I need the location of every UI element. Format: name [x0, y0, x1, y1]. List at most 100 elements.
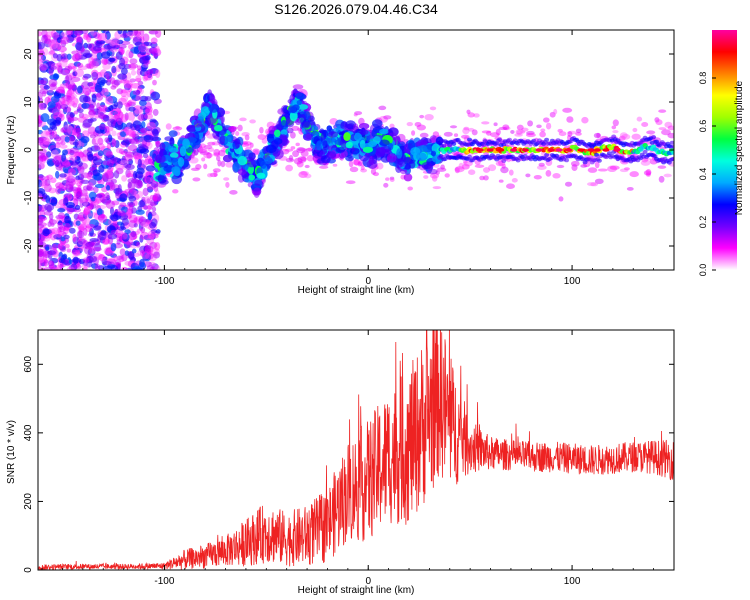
- spectrogram-cell: [77, 65, 88, 71]
- spectrogram-cell: [55, 135, 60, 142]
- spectrogram-cell: [139, 50, 147, 56]
- spectrogram-cell: [84, 205, 93, 213]
- spectrogram-cell: [248, 152, 256, 160]
- spectrogram-cell: [322, 129, 329, 138]
- spectrogram-cell: [108, 105, 114, 111]
- spectrogram-cell: [436, 167, 447, 172]
- spectrogram-cell: [440, 164, 445, 170]
- spectrogram-y-tick-label: 10: [23, 96, 34, 108]
- spectrogram-cell: [42, 228, 50, 237]
- spectrogram-cell: [55, 185, 61, 195]
- spectrogram-cell: [79, 245, 84, 252]
- spectrogram-cell: [93, 186, 99, 194]
- spectrogram-cell: [43, 84, 50, 90]
- spectrogram-cell: [105, 185, 111, 191]
- spectrogram-cell: [127, 30, 133, 36]
- spectrogram-cell: [607, 165, 618, 173]
- spectrogram-cell: [40, 153, 48, 160]
- spectrogram-cell: [74, 152, 85, 158]
- spectrogram-cell: [146, 121, 156, 130]
- spectrogram-cell: [217, 159, 222, 167]
- spectrogram-cell: [609, 165, 620, 170]
- spectrogram-cell: [55, 170, 60, 179]
- spectrogram-cell: [84, 246, 93, 255]
- spectrogram-cell: [147, 213, 152, 221]
- spectrogram-cell: [104, 192, 110, 199]
- spectrogram-cell: [86, 63, 92, 70]
- spectrogram-cell: [292, 84, 304, 90]
- spectrogram-cell: [68, 172, 73, 180]
- spectrogram-cell: [207, 141, 216, 146]
- spectrogram-cell: [144, 95, 152, 102]
- spectrogram-cell: [453, 133, 459, 137]
- spectrogram-cell: [306, 155, 314, 162]
- spectrogram-cell: [48, 260, 54, 268]
- spectrogram-cell: [444, 173, 450, 178]
- spectrogram-cell: [298, 171, 308, 179]
- spectrogram-cell: [322, 140, 328, 149]
- spectrogram-cell: [203, 144, 213, 150]
- spectrogram-cell: [142, 196, 152, 205]
- spectrogram-cell: [626, 187, 634, 191]
- spectrogram-cell: [661, 129, 671, 136]
- spectrogram-cell: [651, 135, 657, 140]
- spectrogram-cell: [319, 165, 329, 169]
- spectrogram-cell: [208, 93, 216, 104]
- spectrogram-cell: [157, 173, 167, 184]
- spectrogram-cell: [387, 142, 394, 151]
- spectrogram-cell: [501, 158, 507, 163]
- spectrogram-cell: [125, 31, 136, 37]
- spectrogram-cell: [520, 130, 526, 134]
- spectrogram-cell: [349, 147, 360, 155]
- spectrogram-cell: [50, 147, 61, 155]
- spectrogram-cell: [540, 128, 546, 133]
- spectrogram-cell: [547, 148, 555, 152]
- spectrogram-cell: [120, 89, 128, 98]
- spectrogram-cell: [121, 175, 128, 182]
- spectrogram-cell: [79, 94, 89, 103]
- spectrogram-cell: [237, 168, 247, 175]
- spectrogram-cell: [213, 148, 221, 156]
- spectrogram-cell: [159, 142, 166, 152]
- spectrogram-cell: [93, 31, 100, 39]
- spectrogram-cell: [124, 250, 130, 257]
- spectrogram-cell: [75, 42, 85, 52]
- snr-panel: -100 0 100 0 200 400 600 Height of straight l…: [6, 329, 675, 596]
- spectrogram-cell: [493, 122, 498, 127]
- spectrogram-cell: [641, 122, 649, 127]
- spectrogram-cell: [186, 124, 197, 133]
- spectrogram-cell: [81, 81, 91, 90]
- spectrogram-x-tick-label: 0: [365, 276, 371, 287]
- spectrogram-cell: [226, 134, 233, 143]
- spectrogram-cell: [80, 172, 90, 179]
- spectrogram-cell: [223, 177, 230, 181]
- spectrogram-cell: [284, 148, 294, 152]
- spectrogram-cell: [86, 151, 93, 158]
- spectrogram-cell: [220, 160, 226, 168]
- spectrogram-cell: [169, 137, 175, 147]
- spectrogram-cell: [139, 231, 150, 240]
- spectrogram-cell: [38, 256, 45, 264]
- spectrogram-cell: [516, 130, 522, 136]
- spectrogram-cell: [58, 86, 65, 93]
- spectrogram-cell: [476, 148, 484, 152]
- spectrogram-cell: [207, 173, 213, 178]
- spectrogram-cell: [203, 93, 210, 104]
- spectrogram-cell: [249, 142, 254, 148]
- spectrogram-cell: [82, 87, 92, 96]
- spectrogram-cell: [511, 178, 518, 183]
- spectrogram-x-tick-label: -100: [154, 276, 174, 287]
- spectrogram-cell: [62, 94, 72, 102]
- spectrogram-cell: [38, 179, 43, 188]
- snr-x-tick-label: -100: [154, 576, 174, 587]
- spectrogram-cell: [113, 110, 123, 117]
- spectrogram-cell: [38, 129, 43, 135]
- spectrogram-cell: [116, 116, 123, 126]
- spectrogram-cell: [454, 167, 460, 174]
- spectrogram-cell: [424, 113, 434, 121]
- spectrogram-cell: [38, 248, 44, 258]
- spectrogram-cell: [252, 148, 260, 155]
- spectrogram-cell: [61, 259, 69, 265]
- spectrogram-cell: [510, 130, 515, 134]
- spectrogram-cell: [498, 126, 508, 131]
